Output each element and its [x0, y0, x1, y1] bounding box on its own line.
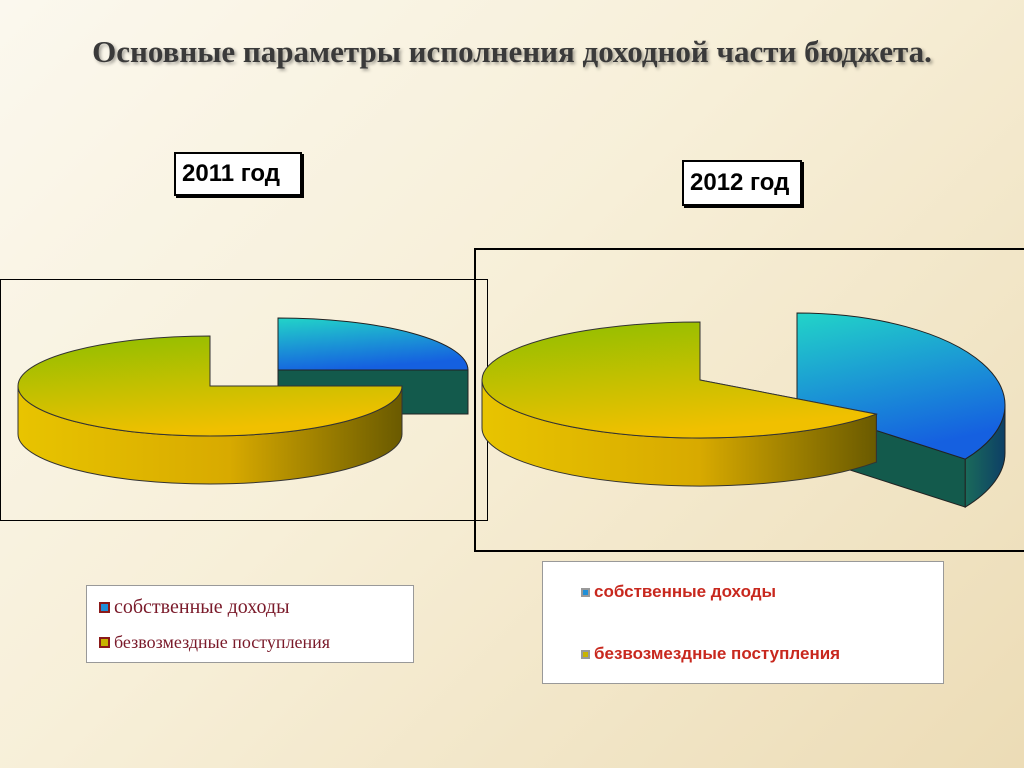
legend-label: собственные доходы: [594, 582, 777, 601]
legend-2011: собственные доходы безвозмездные поступл…: [86, 585, 414, 663]
legend-item-grants: безвозмездные поступления: [99, 632, 330, 653]
slice-own-income-top: [796, 312, 1006, 460]
chart-2012-frame: [474, 248, 1024, 552]
chart-2012-title: 2012 год: [682, 160, 802, 206]
pie-2011: [17, 317, 469, 485]
legend-item-grants: безвозмездные поступления: [581, 644, 840, 664]
legend-2012: собственные доходы безвозмездные поступл…: [542, 561, 944, 684]
legend-swatch-blue: [581, 587, 590, 597]
legend-label: собственные доходы: [114, 596, 290, 618]
page-title: Основные параметры исполнения доходной ч…: [92, 34, 932, 69]
legend-label: безвозмездные поступления: [594, 644, 841, 663]
slice-grants-top: [481, 321, 879, 439]
chart-2011-title: 2011 год: [174, 152, 302, 196]
legend-swatch-blue: [99, 602, 110, 613]
legend-item-own-income: собственные доходы: [99, 596, 290, 619]
legend-label: безвозмездные поступления: [114, 632, 331, 652]
legend-swatch-yellow: [99, 637, 110, 648]
pie-2012: [481, 312, 1006, 508]
slice-own-income-top: [277, 317, 469, 371]
legend-swatch-yellow: [581, 649, 590, 659]
slice-grants-top: [17, 335, 403, 437]
legend-item-own-income: собственные доходы: [581, 582, 776, 602]
